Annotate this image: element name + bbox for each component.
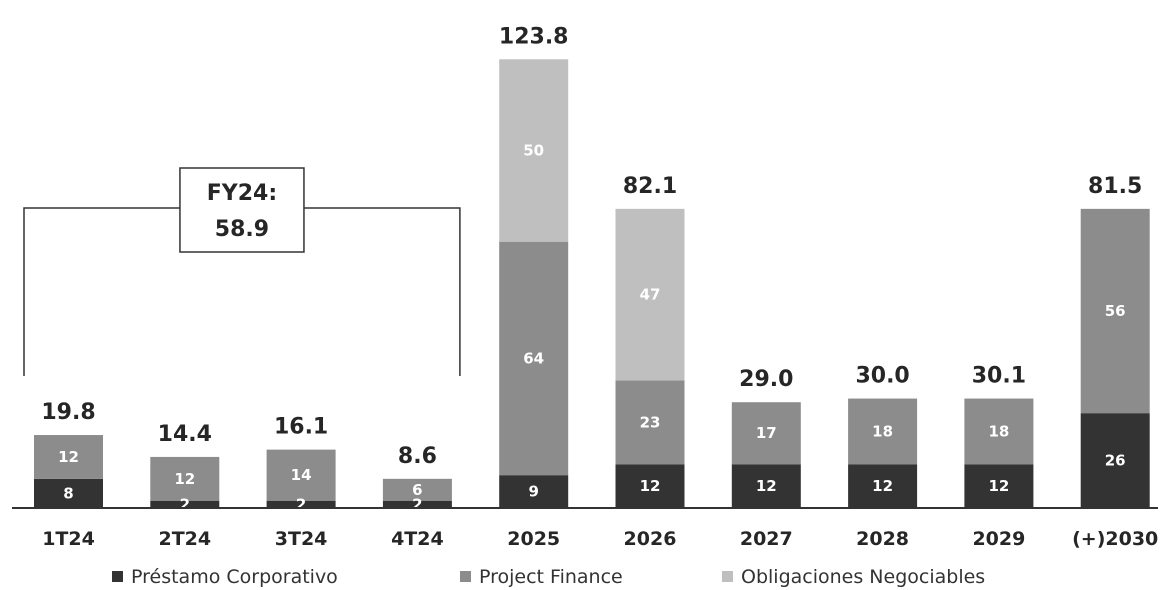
segment-label: 12 [174, 470, 195, 488]
bar-segment [964, 464, 1034, 508]
x-tick-label: (+)2030 [1072, 528, 1158, 550]
segment-label: 2 [412, 495, 422, 513]
bar-segment [1080, 413, 1150, 508]
segment-label: 56 [1105, 302, 1126, 320]
segment-label: 12 [640, 477, 661, 495]
segment-label: 12 [58, 448, 79, 466]
bars-layer [34, 59, 1150, 508]
bar-segment [615, 464, 685, 508]
fy24-annotation: FY24: 58.9 [23, 167, 461, 376]
bar-segment [266, 500, 336, 508]
x-tick-label: 4T24 [391, 528, 444, 550]
segment-label: 50 [523, 141, 544, 159]
x-tick-label: 2026 [624, 528, 677, 550]
bar-total-label: 19.8 [41, 400, 95, 425]
bar-total-label: 30.1 [972, 364, 1026, 389]
bar-segment [615, 380, 685, 465]
bar-segment [34, 435, 103, 479]
bar-segment [499, 475, 569, 508]
bar-segment [1080, 208, 1150, 414]
bar-total-label: 29.0 [739, 367, 793, 392]
segment-label: 17 [756, 424, 777, 442]
labels-layer: 81219.81T2421214.42T2421416.13T24268.64T… [41, 24, 1158, 550]
x-tick-label: 1T24 [42, 528, 95, 550]
legend-label: Obligaciones Negociables [741, 566, 985, 588]
x-tick-label: 2028 [856, 528, 909, 550]
legend-swatch [460, 571, 471, 582]
bar-segment [499, 241, 569, 476]
bar-segment [964, 398, 1034, 465]
x-tick-label: 2027 [740, 528, 793, 550]
x-tick-label: 2025 [507, 528, 560, 550]
legend-swatch [722, 571, 733, 582]
bar-segment [499, 59, 569, 242]
legend-swatch [112, 571, 123, 582]
bar-segment [382, 478, 452, 501]
x-tick-label: 2T24 [158, 528, 211, 550]
bar-total-label: 82.1 [623, 174, 677, 199]
segment-label: 12 [988, 477, 1009, 495]
segment-label: 23 [640, 413, 661, 431]
segment-label: 12 [756, 477, 777, 495]
segment-label: 64 [523, 349, 544, 367]
segment-label: 14 [291, 466, 312, 484]
bar-segment [382, 500, 452, 508]
fy24-box [179, 167, 305, 253]
segment-label: 18 [872, 422, 893, 440]
segment-label: 47 [640, 286, 661, 304]
bar-segment [848, 398, 918, 465]
bar-total-label: 14.4 [158, 422, 212, 447]
segment-label: 18 [988, 422, 1009, 440]
legend: Préstamo Corporativo Project Finance Oblig… [112, 566, 985, 588]
x-tick-label: 2029 [972, 528, 1025, 550]
bar-total-label: 81.5 [1088, 174, 1142, 199]
bar-segment [731, 464, 801, 508]
bar-segment [848, 464, 918, 508]
bar-segment [266, 449, 336, 501]
bar-segment [615, 208, 685, 381]
bar-total-label: 30.0 [855, 364, 909, 389]
bar-segment [731, 402, 801, 465]
bar-total-label: 123.8 [499, 24, 569, 49]
bar-segment [150, 456, 220, 501]
segment-label: 8 [63, 484, 73, 502]
x-tick-label: 3T24 [275, 528, 328, 550]
bar-segment [150, 500, 220, 508]
bar-total-label: 16.1 [274, 415, 328, 440]
segment-label: 2 [296, 495, 306, 513]
bar-segment [34, 478, 103, 508]
segment-label: 2 [180, 495, 190, 513]
fy24-value: 58.9 [215, 217, 269, 242]
segment-label: 26 [1105, 452, 1126, 470]
segment-label: 6 [412, 481, 422, 499]
bar-total-label: 8.6 [398, 444, 437, 469]
segment-label: 12 [872, 477, 893, 495]
fy24-label: FY24: [207, 181, 277, 206]
segment-label: 9 [528, 483, 538, 501]
legend-label: Préstamo Corporativo [131, 566, 338, 588]
legend-label: Project Finance [479, 566, 623, 588]
